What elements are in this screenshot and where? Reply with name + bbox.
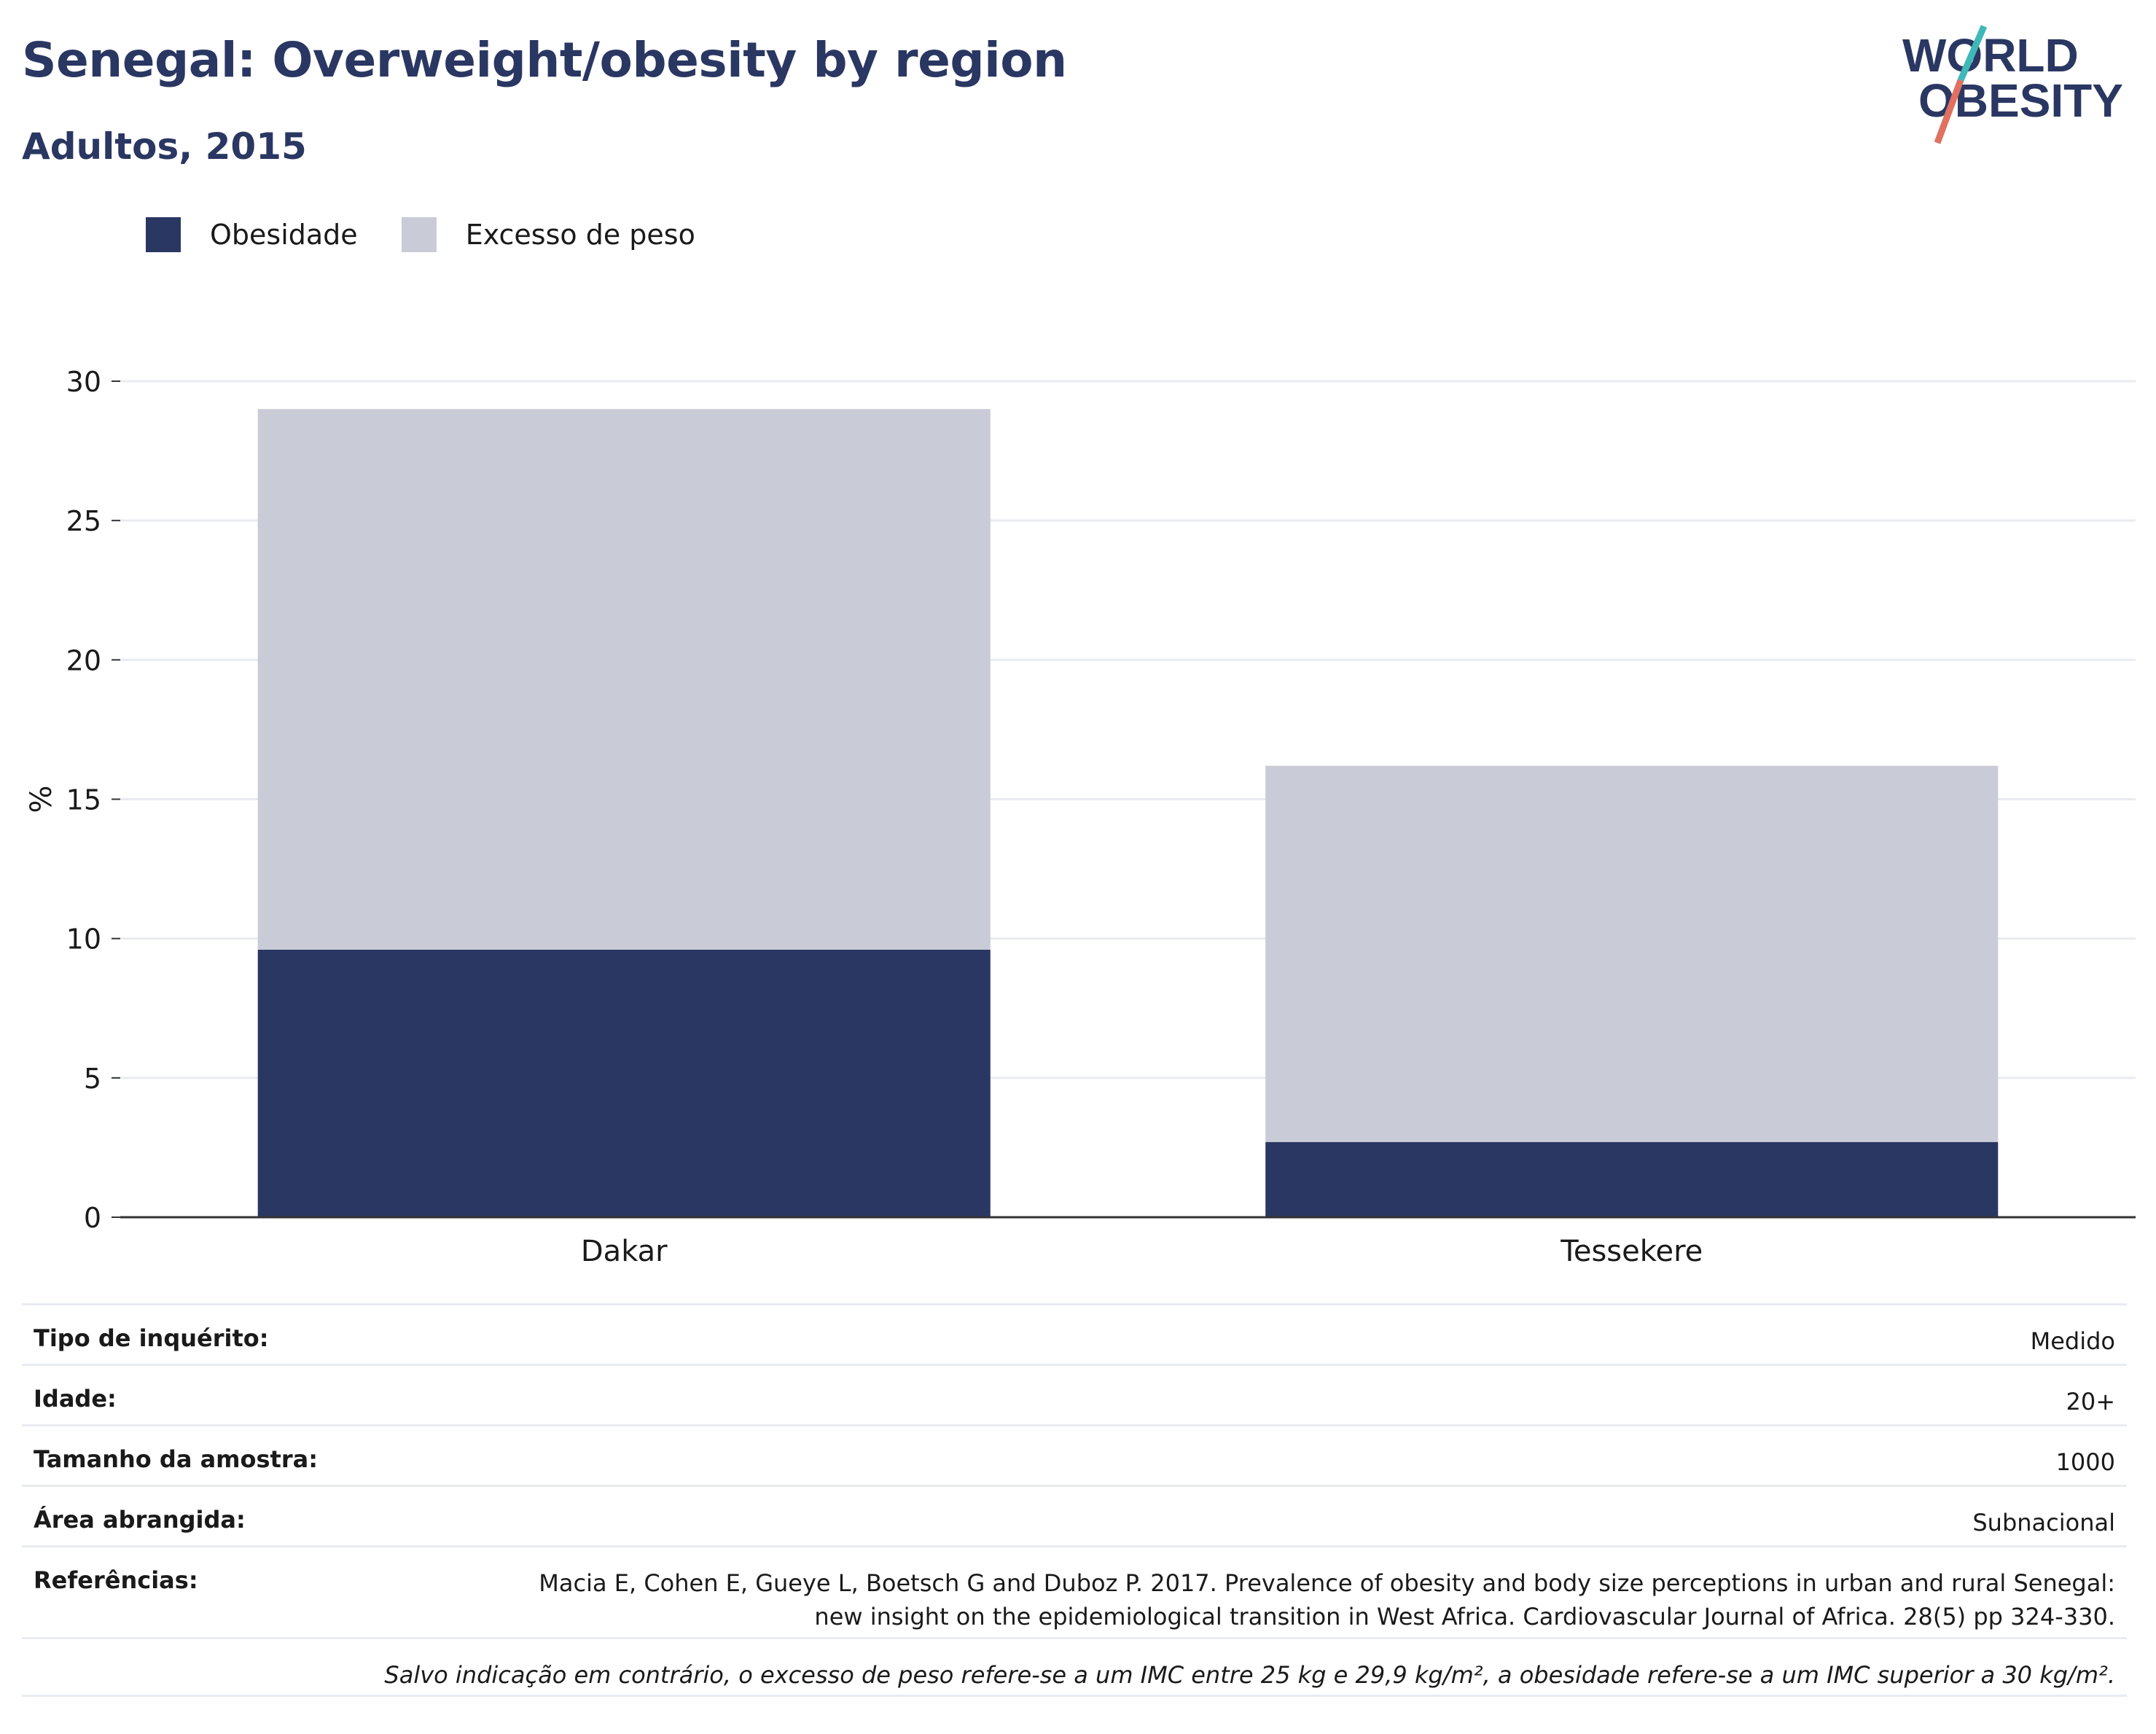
- logo-slash-coral: [1934, 79, 1964, 144]
- row-value: Medido: [2030, 1327, 2115, 1355]
- table-row-references: Referências: Macia E, Cohen E, Gueye L, …: [22, 1545, 2127, 1637]
- row-key: Tipo de inquérito:: [34, 1324, 269, 1352]
- bar-excesso-de-peso-tessekere: [1265, 765, 1999, 1142]
- legend-item-excesso-de-peso: Excesso de peso: [401, 217, 695, 252]
- bar-obesidade-dakar: [257, 949, 991, 1217]
- x-tick-label: Dakar: [581, 1235, 668, 1268]
- bar-excesso-de-peso-dakar: [257, 409, 991, 950]
- survey-info-table: Tipo de inquérito: Medido Idade: 20+ Tam…: [22, 1303, 2127, 1697]
- table-row-sample-size: Tamanho da amostra: 1000: [22, 1424, 2127, 1485]
- y-tick-label: 0: [84, 1202, 101, 1234]
- legend-label-excesso-de-peso: Excesso de peso: [465, 219, 695, 251]
- stacked-bar-chart: 0 5 10 15 20 25 30% Dakar Tessekere: [25, 366, 2136, 1268]
- row-key: Área abrangida:: [34, 1506, 246, 1534]
- y-tick-label: 25: [66, 505, 101, 537]
- logo-line-1: WORLD: [1902, 29, 2079, 82]
- table-row-survey-type: Tipo de inquérito: Medido: [22, 1303, 2127, 1364]
- row-key: Referências:: [34, 1566, 198, 1594]
- legend-swatch-excesso-de-peso: [401, 217, 437, 252]
- y-axis-label: %: [25, 785, 58, 813]
- y-tick-label: 15: [66, 784, 101, 816]
- legend-item-obesidade: Obesidade: [146, 217, 358, 252]
- row-value: 1000: [2055, 1448, 2115, 1476]
- references-line-2: new insight on the epidemiological trans…: [814, 1603, 2115, 1630]
- row-key: Idade:: [34, 1385, 117, 1413]
- x-tick-label: Tessekere: [1560, 1235, 1703, 1268]
- table-row-footnote: Salvo indicação em contrário, o excesso …: [22, 1637, 2127, 1697]
- footnote-text: Salvo indicação em contrário, o excesso …: [384, 1661, 2115, 1689]
- y-tick-label: 10: [66, 923, 101, 956]
- references-line-1: Macia E, Cohen E, Gueye L, Boetsch G and…: [539, 1569, 2115, 1597]
- table-row-age: Idade: 20+: [22, 1364, 2127, 1424]
- y-tick-label: 5: [84, 1063, 101, 1095]
- world-obesity-logo: WORLD OBESITY: [1902, 25, 2123, 144]
- chart-subtitle: Adultos, 2015: [22, 125, 307, 168]
- bar-obesidade-tessekere: [1265, 1141, 1999, 1217]
- legend-swatch-obesidade: [146, 217, 181, 252]
- row-value: Subnacional: [1972, 1509, 2115, 1536]
- logo-slash-teal: [1957, 25, 1988, 82]
- chart-legend: Obesidade Excesso de peso: [146, 217, 739, 252]
- y-tick-label: 30: [66, 366, 101, 398]
- chart-title: Senegal: Overweight/obesity by region: [22, 32, 1067, 88]
- row-key: Tamanho da amostra:: [34, 1445, 318, 1473]
- row-value: 20+: [2066, 1388, 2115, 1415]
- y-tick-label: 20: [66, 644, 101, 676]
- table-row-area: Área abrangida: Subnacional: [22, 1485, 2127, 1545]
- references-text: Macia E, Cohen E, Gueye L, Boetsch G and…: [539, 1566, 2115, 1633]
- legend-label-obesidade: Obesidade: [210, 219, 358, 251]
